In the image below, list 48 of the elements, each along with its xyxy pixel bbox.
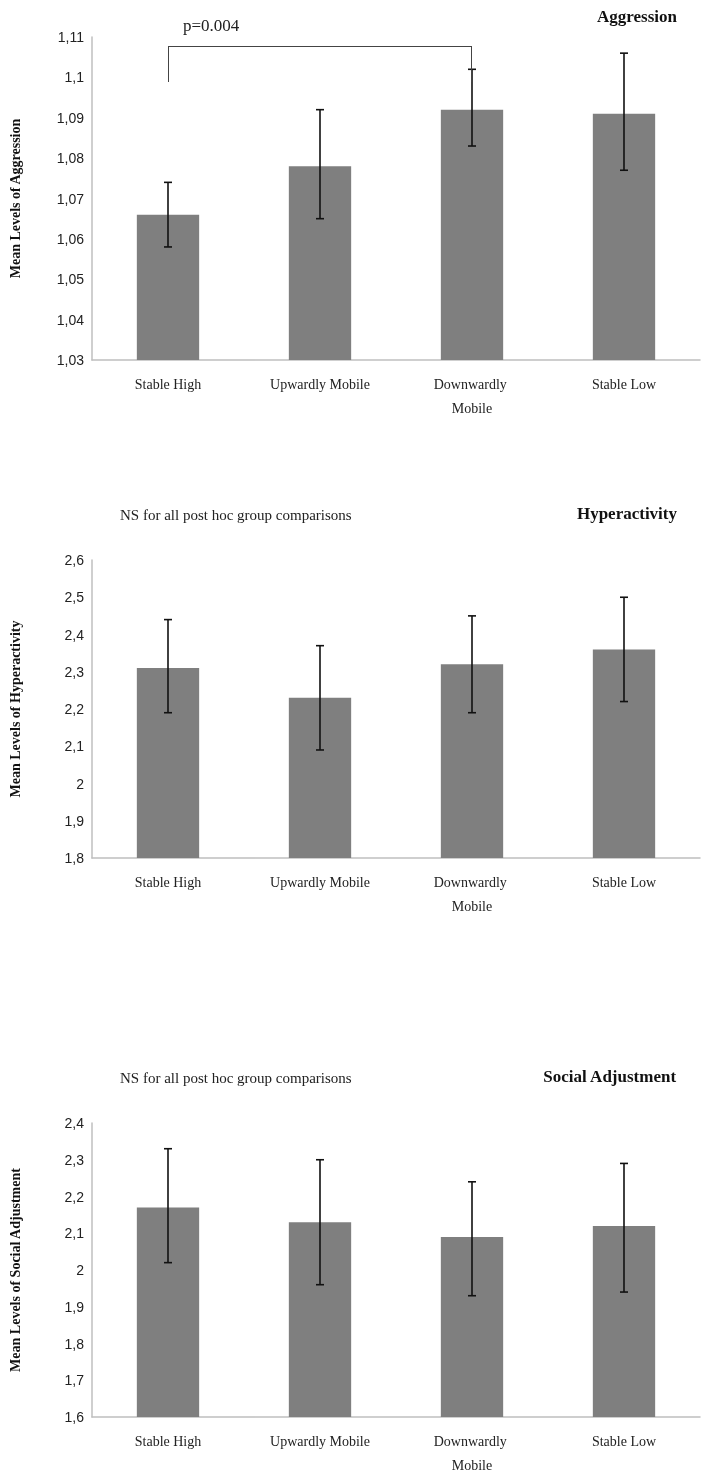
y-tick-label: 1,8 bbox=[64, 850, 85, 866]
x-tick-label: Stable High bbox=[134, 874, 202, 890]
y-tick-label: 2,6 bbox=[64, 552, 85, 568]
y-tick-label: 1,11 bbox=[57, 29, 85, 45]
chart-title: Hyperactivity bbox=[576, 504, 678, 523]
y-tick-label: 1,04 bbox=[56, 311, 85, 328]
y-tick-label: 1,05 bbox=[56, 271, 85, 288]
y-tick-label: 1,9 bbox=[64, 812, 85, 829]
y-tick-label: 1,03 bbox=[56, 352, 85, 368]
x-tick-label: Stable Low bbox=[591, 874, 657, 890]
y-tick-label: 2,3 bbox=[64, 663, 85, 680]
x-tick-label: Stable Low bbox=[591, 376, 657, 392]
y-tick-label: 1,09 bbox=[56, 109, 85, 126]
chart-subtitle: NS for all post hoc group comparisons bbox=[120, 1069, 352, 1086]
chart-title: Aggression bbox=[597, 7, 678, 26]
y-tick-label: 1,06 bbox=[56, 230, 85, 247]
x-tick-label: Upwardly Mobile bbox=[270, 1433, 370, 1449]
y-tick-label: 1,9 bbox=[64, 1298, 85, 1315]
y-tick-label: 2,5 bbox=[64, 589, 85, 606]
y-tick-label: 2,3 bbox=[64, 1151, 85, 1168]
y-tick-label: 1,7 bbox=[64, 1372, 85, 1389]
y-tick-label: 2 bbox=[76, 1262, 85, 1278]
x-tick-label: Stable High bbox=[134, 1433, 202, 1449]
y-tick-label: 1,07 bbox=[56, 190, 85, 207]
text: p=0.004 bbox=[183, 16, 240, 35]
y-tick-label: 1,08 bbox=[56, 150, 85, 167]
y-tick-label: 1,6 bbox=[64, 1409, 85, 1425]
y-tick-label: 2,1 bbox=[64, 1225, 85, 1242]
x-tick-label: Upwardly Mobile bbox=[270, 376, 370, 392]
y-tick-label: 2,2 bbox=[64, 1188, 85, 1205]
chart-title: Social Adjustment bbox=[543, 1067, 677, 1086]
y-axis-title: Mean Levels of Aggression bbox=[7, 118, 23, 279]
x-tick-label: Downwardly Mobile bbox=[433, 1433, 511, 1473]
x-tick-label: Upwardly Mobile bbox=[270, 874, 370, 890]
x-tick-label: Downwardly Mobile bbox=[433, 874, 511, 914]
y-tick-label: 2,2 bbox=[64, 701, 85, 717]
chart-subtitle: NS for all post hoc group comparisons bbox=[120, 506, 352, 523]
y-tick-label: 1,1 bbox=[64, 69, 85, 86]
y-tick-label: 2 bbox=[76, 775, 85, 792]
x-tick-label: Stable High bbox=[134, 376, 202, 392]
y-tick-label: 2,4 bbox=[64, 1115, 85, 1131]
y-tick-label: 2,1 bbox=[64, 738, 85, 755]
y-tick-label: 1,8 bbox=[64, 1335, 85, 1352]
x-tick-label: Downwardly Mobile bbox=[433, 376, 511, 416]
y-axis-title: Mean Levels of Hyperactivity bbox=[7, 620, 23, 798]
y-tick-label: 2,4 bbox=[64, 626, 85, 643]
x-tick-label: Stable Low bbox=[591, 1433, 657, 1449]
y-axis-title: Mean Levels of Social Adjustment bbox=[7, 1167, 23, 1372]
